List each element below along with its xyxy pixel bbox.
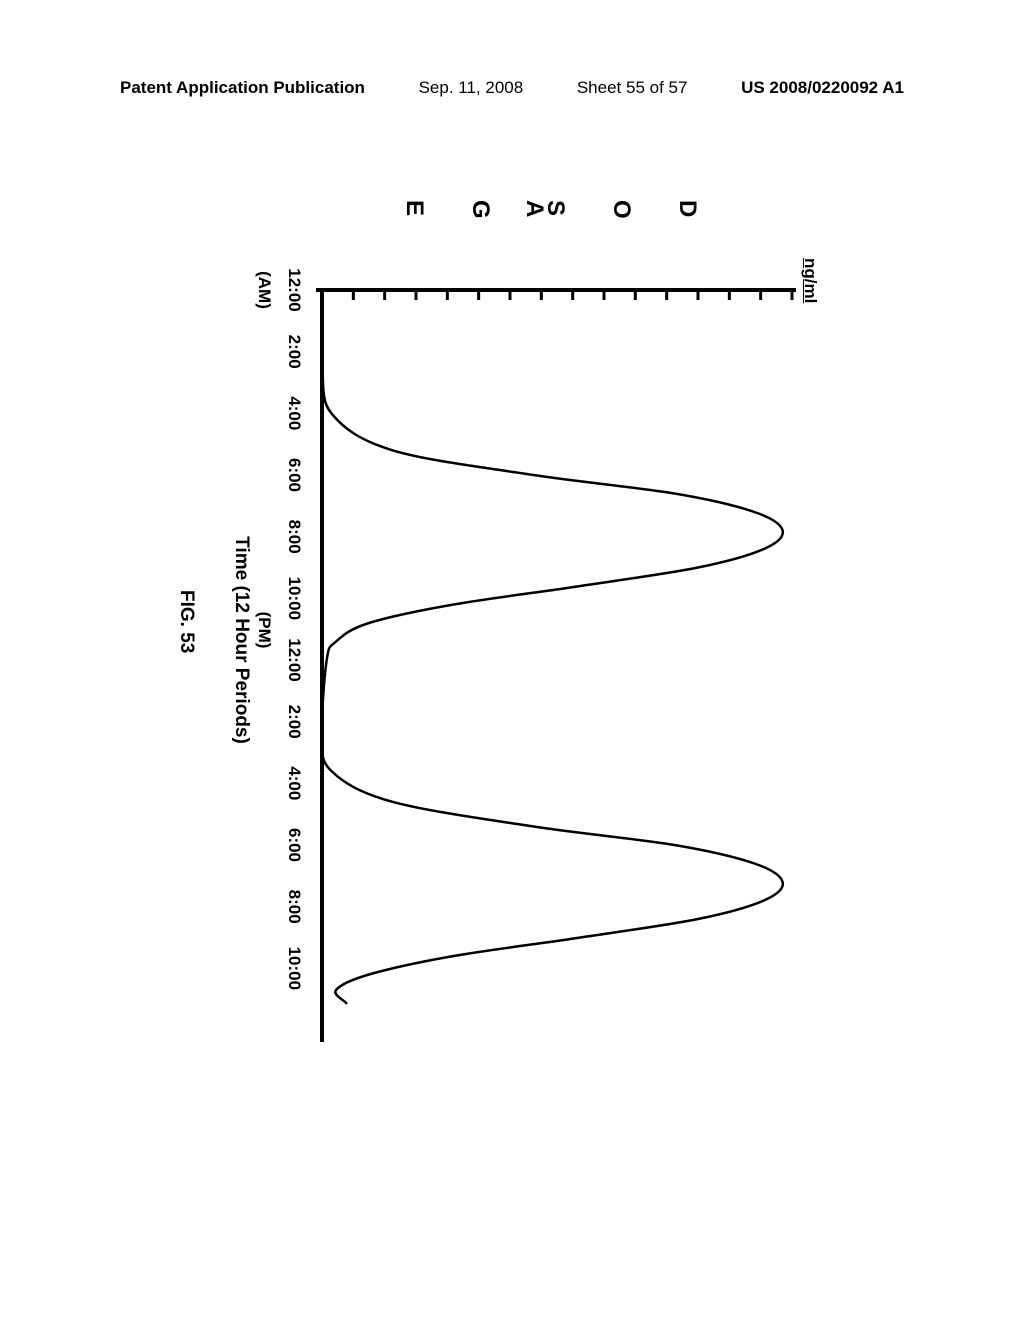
y-axis-letter: D [673, 200, 701, 217]
y-axis-letter: O [607, 200, 635, 219]
x-tick-label: 12:00 [284, 268, 304, 311]
y-axis-top-label: ng/ml [800, 258, 820, 303]
x-tick-label: 10:00 [284, 577, 304, 620]
x-tick-label: 8:00 [284, 520, 304, 554]
figure-container: ng/ml DOSAGE 12:002:004:006:008:0010:001… [50, 170, 974, 1070]
x-tick-label: 4:00 [284, 766, 304, 800]
publication-label: Patent Application Publication [120, 78, 365, 98]
x-tick-label: 6:00 [284, 458, 304, 492]
x-tick-label: 2:00 [284, 335, 304, 369]
publication-number: US 2008/0220092 A1 [741, 78, 904, 98]
y-axis-letter: E [400, 200, 428, 216]
x-tick-label: 8:00 [284, 890, 304, 924]
publication-date: Sep. 11, 2008 [419, 78, 524, 98]
x-axis-title: Time (12 Hour Periods) [230, 470, 252, 810]
x-tick-label: 4:00 [284, 396, 304, 430]
chart-rotated-wrapper: ng/ml DOSAGE 12:002:004:006:008:0010:001… [162, 170, 862, 1070]
sheet-number: Sheet 55 of 57 [577, 78, 688, 98]
x-tick-label: 10:00 [284, 947, 304, 990]
y-axis-letter: A [520, 200, 548, 217]
x-axis-am-label: (AM) [254, 170, 274, 410]
x-tick-label: 6:00 [284, 828, 304, 862]
x-tick-label: 2:00 [284, 705, 304, 739]
x-tick-label: 12:00 [284, 638, 304, 681]
figure-caption: FIG. 53 [175, 590, 197, 653]
x-axis-pm-label: (PM) [254, 570, 274, 690]
page-header: Patent Application Publication Sep. 11, … [0, 78, 1024, 98]
y-axis-letter: G [466, 200, 494, 219]
